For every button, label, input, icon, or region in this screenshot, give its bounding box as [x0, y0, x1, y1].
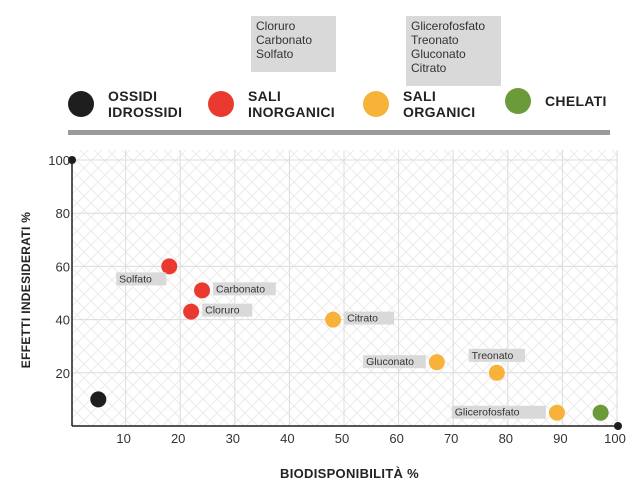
point-label-bg	[363, 355, 426, 369]
legend-item-sali-organici: SALI ORGANICI	[363, 88, 475, 120]
point-label: Carbonato	[216, 283, 265, 295]
legend-item-sali-inorganici: SALI INORGANICI	[208, 88, 335, 120]
data-point	[325, 311, 342, 328]
x-tick-label: 70	[444, 431, 458, 446]
y-tick-label: 40	[56, 313, 70, 328]
data-point	[592, 404, 609, 421]
point-label-bg	[213, 282, 276, 296]
axes	[68, 156, 622, 430]
note-sali-organici: Glicerofosfato Treonato Gluconato Citrat…	[406, 16, 501, 86]
point-label-bg	[116, 272, 167, 286]
x-tick-label: 90	[553, 431, 567, 446]
point-label: Solfato	[119, 273, 152, 285]
point-label-bg	[468, 348, 526, 362]
legend-item-ossidi: OSSIDI IDROSSIDI	[68, 88, 182, 120]
legend-label-sali-inorganici: SALI INORGANICI	[248, 88, 335, 120]
point-label: Treonato	[472, 350, 514, 362]
data-point	[183, 303, 200, 320]
legend-label-ossidi: OSSIDI IDROSSIDI	[108, 88, 183, 120]
data-point	[488, 364, 505, 381]
point-label-bg	[202, 303, 253, 317]
y-tick-label: 100	[48, 153, 70, 168]
x-tick-label: 80	[499, 431, 513, 446]
x-axis-end-dot	[614, 422, 622, 430]
legend-label-sali-organici: SALI ORGANICI	[403, 88, 476, 120]
data-point	[194, 282, 211, 299]
legend-dot-ossidi	[68, 91, 94, 117]
legend-label-chelati: CHELATI	[545, 93, 607, 109]
point-label: Glicerofosfato	[455, 407, 520, 419]
y-tick-label: 80	[56, 206, 70, 221]
y-tick-label: 20	[56, 366, 70, 381]
legend-dot-sali-inorganici	[208, 91, 234, 117]
point-label: Cloruro	[205, 305, 240, 317]
point-label: Gluconato	[366, 356, 414, 368]
data-points: Solfato Carbonato Cloruro Citrato Gluconato T…	[90, 258, 609, 421]
legend-divider	[68, 130, 610, 135]
data-point	[428, 354, 445, 371]
data-point	[90, 391, 107, 408]
x-tick-label: 20	[171, 431, 185, 446]
point-label: Citrato	[347, 313, 378, 325]
x-tick-label: 10	[116, 431, 130, 446]
x-tick-label: 50	[335, 431, 349, 446]
point-label-bg	[451, 405, 546, 419]
x-axis-label: BIODISPONIBILITÀ %	[280, 466, 420, 481]
legend-dot-sali-organici	[363, 91, 389, 117]
legend-item-chelati: CHELATI	[505, 88, 607, 114]
y-axis-label: EFFETTI INDESIDERATI %	[19, 211, 33, 369]
legend-dot-chelati	[505, 88, 531, 114]
tick-labels: 10 20 30 40 50 60 70 80 90 100 20 40 60 80 100	[48, 153, 626, 446]
x-tick-label: 30	[226, 431, 240, 446]
y-axis-end-dot	[68, 156, 76, 164]
plot-background	[72, 150, 618, 426]
data-point	[548, 404, 565, 421]
x-tick-label: 40	[280, 431, 294, 446]
x-tick-label: 100	[604, 431, 626, 446]
data-point	[161, 258, 178, 275]
note-sali-inorganici: Cloruro Carbonato Solfato	[251, 16, 336, 72]
x-tick-label: 60	[389, 431, 403, 446]
point-label-bg	[344, 311, 395, 325]
y-tick-label: 60	[56, 259, 70, 274]
